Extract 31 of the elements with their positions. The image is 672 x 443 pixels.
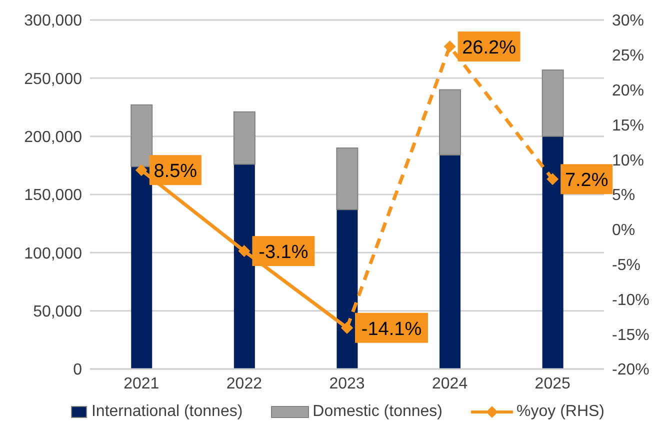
data-label: -14.1% [361, 318, 422, 340]
y-tick-label: 300,000 [24, 12, 82, 30]
y2-tick-label: -10% [612, 292, 650, 309]
x-tick-label: 2021 [124, 375, 160, 392]
x-tick-label: 2025 [534, 375, 570, 392]
y2-tick-label: -15% [612, 326, 650, 344]
y2-tick-label: 20% [612, 82, 644, 100]
y2-tick-label: 0% [612, 222, 636, 240]
y2-tick-label: 5% [612, 187, 636, 204]
x-tick-label: 2022 [226, 375, 262, 392]
data-label: 7.2% [564, 170, 608, 192]
y2-tick-label: -5% [612, 256, 640, 274]
data-label: -3.1% [258, 242, 308, 264]
y2-tick-label: 25% [612, 48, 644, 65]
y2-tick-label: 30% [612, 12, 644, 30]
y-tick-label: 50,000 [33, 304, 82, 321]
x-tick-label: 2023 [329, 375, 365, 392]
legend-label: Domestic (tonnes) [312, 403, 442, 421]
y-tick-label: 150,000 [24, 187, 82, 204]
y2-tick-label: 10% [612, 152, 644, 170]
legend-label: %yoy (RHS) [516, 403, 605, 421]
y-tick-label: 250,000 [24, 70, 82, 88]
data-label: 8.5% [154, 161, 198, 182]
data-label: 26.2% [462, 38, 516, 59]
legend-label: International (tonnes) [91, 403, 243, 421]
y-tick-label: 100,000 [24, 245, 82, 262]
y2-tick-label: -20% [612, 362, 650, 379]
y2-tick-label: 15% [612, 117, 644, 134]
x-tick-label: 2024 [432, 375, 468, 392]
y-tick-label: 200,000 [24, 129, 82, 146]
y-tick-label: 0 [73, 362, 82, 379]
